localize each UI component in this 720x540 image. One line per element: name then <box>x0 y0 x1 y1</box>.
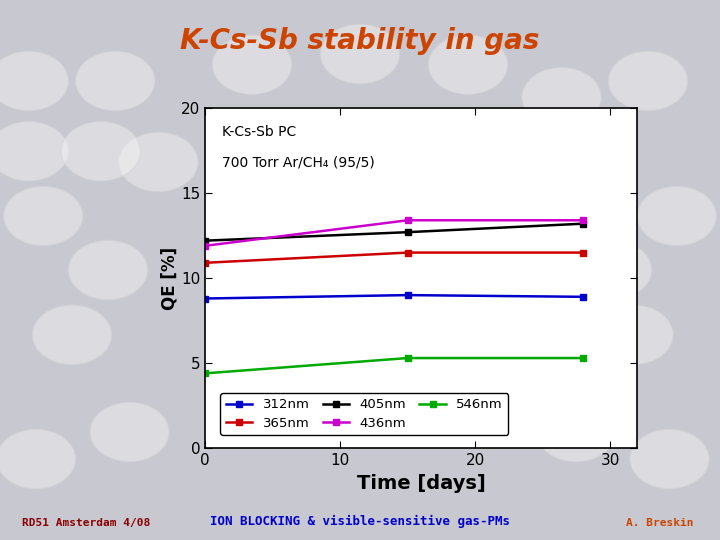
Circle shape <box>428 35 508 94</box>
546nm <box>579 355 588 361</box>
Circle shape <box>0 429 76 489</box>
Line: 405nm: 405nm <box>202 220 587 244</box>
Circle shape <box>76 51 155 111</box>
Text: A. Breskin: A. Breskin <box>626 518 694 528</box>
436nm <box>201 242 210 249</box>
405nm <box>579 220 588 227</box>
546nm <box>403 355 412 361</box>
Y-axis label: QE [%]: QE [%] <box>161 247 179 309</box>
Text: K-Cs-Sb stability in gas: K-Cs-Sb stability in gas <box>180 27 540 55</box>
Circle shape <box>608 51 688 111</box>
365nm <box>403 249 412 256</box>
Text: RD51 Amsterdam 4/08: RD51 Amsterdam 4/08 <box>22 518 150 528</box>
546nm <box>201 370 210 376</box>
Circle shape <box>4 186 83 246</box>
Circle shape <box>0 51 68 111</box>
Line: 312nm: 312nm <box>202 292 587 302</box>
Line: 546nm: 546nm <box>202 355 587 377</box>
Circle shape <box>32 305 112 364</box>
Circle shape <box>536 402 616 462</box>
Line: 365nm: 365nm <box>202 249 587 266</box>
405nm <box>403 229 412 235</box>
436nm <box>403 217 412 224</box>
405nm <box>201 238 210 244</box>
Text: 700 Torr Ar/CH₄ (95/5): 700 Torr Ar/CH₄ (95/5) <box>222 156 375 170</box>
Circle shape <box>594 305 673 364</box>
Circle shape <box>68 240 148 300</box>
Circle shape <box>0 122 68 181</box>
312nm <box>403 292 412 298</box>
365nm <box>201 260 210 266</box>
436nm <box>579 217 588 224</box>
Legend: 312nm, 365nm, 405nm, 436nm, 546nm: 312nm, 365nm, 405nm, 436nm, 546nm <box>220 393 508 435</box>
Circle shape <box>61 122 140 181</box>
Text: K-Cs-Sb PC: K-Cs-Sb PC <box>222 125 297 139</box>
Circle shape <box>90 402 169 462</box>
312nm <box>579 294 588 300</box>
Circle shape <box>212 35 292 94</box>
Text: ION BLOCKING & visible-sensitive gas-PMs: ION BLOCKING & visible-sensitive gas-PMs <box>210 515 510 528</box>
Circle shape <box>119 132 198 192</box>
312nm <box>201 295 210 302</box>
Line: 436nm: 436nm <box>202 217 587 249</box>
Circle shape <box>630 429 709 489</box>
365nm <box>579 249 588 256</box>
X-axis label: Time [days]: Time [days] <box>357 474 485 492</box>
Circle shape <box>320 24 400 84</box>
Circle shape <box>572 240 652 300</box>
Circle shape <box>500 132 580 192</box>
Circle shape <box>522 68 601 127</box>
Circle shape <box>637 186 716 246</box>
